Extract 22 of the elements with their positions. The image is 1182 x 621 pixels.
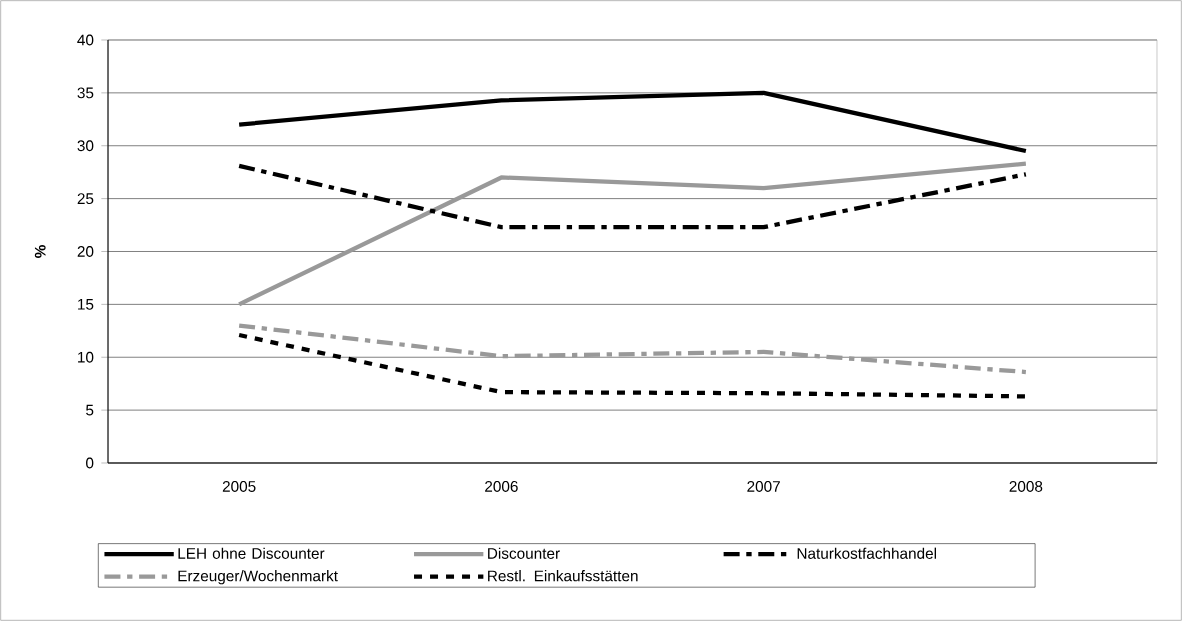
- y-tick-label: 30: [77, 140, 94, 152]
- y-tick-label: 5: [86, 404, 94, 416]
- legend-label: Naturkostfachhandel: [797, 547, 937, 559]
- line-series: [237, 323, 1029, 375]
- legend-label: Erzeuger/Wochenmarkt: [178, 570, 338, 585]
- y-tick-label: 25: [77, 193, 94, 205]
- legend-label: Discounter: [488, 547, 560, 559]
- y-tick-label: 15: [78, 299, 94, 310]
- y-tick-label: 40: [77, 34, 94, 46]
- line-series: [237, 161, 1029, 307]
- x-tick-label: 2007: [747, 481, 780, 492]
- x-tick-label: 2005: [222, 481, 256, 492]
- y-axis-title: %: [34, 245, 46, 258]
- x-tick-label: 2008: [1009, 481, 1043, 492]
- y-tick-label: 20: [77, 246, 94, 257]
- legend-label: Restl. Einkaufsstätten: [488, 570, 638, 582]
- line-series: [237, 90, 1029, 154]
- y-tick-label: 10: [78, 351, 94, 363]
- legend-label: LEH ohne Discounter: [178, 547, 325, 559]
- y-tick-label: 0: [86, 457, 94, 469]
- y-tick-label: 35: [77, 87, 94, 99]
- x-tick-label: 2006: [485, 481, 518, 492]
